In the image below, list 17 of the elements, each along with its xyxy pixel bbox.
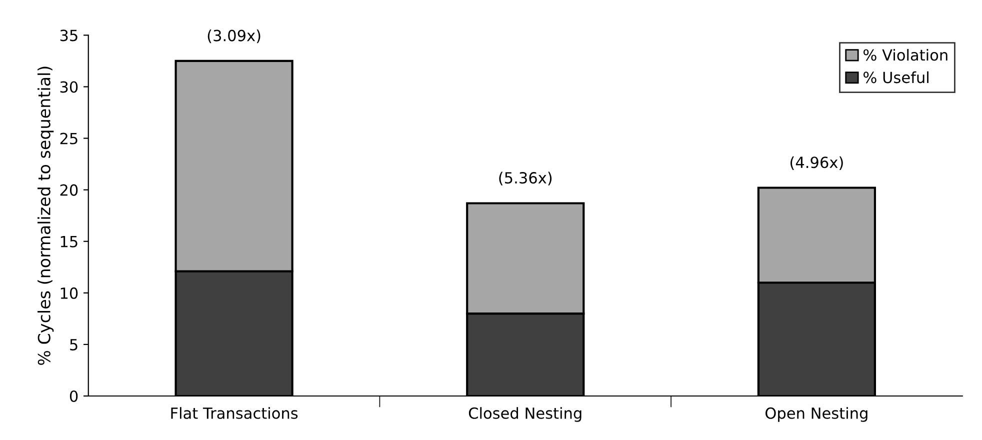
y-tick-label: 25: [60, 132, 78, 144]
x-tick-label: Flat Transactions: [171, 407, 298, 419]
annotation: (4.96x): [790, 156, 843, 170]
y-tick-label: 0: [70, 390, 78, 402]
x-tick-label: Closed Nesting: [468, 407, 582, 422]
y-tick-label: 5: [70, 339, 78, 350]
y-tick-label: 15: [60, 236, 78, 248]
legend-label: % Useful: [864, 71, 928, 84]
annotation: (3.09x): [208, 30, 260, 44]
y-tick-label: 30: [60, 81, 78, 93]
y-tick-label: 35: [60, 30, 78, 42]
y-tick-label: 20: [60, 184, 78, 196]
y-axis-title: % Cycles (normalized to sequential): [38, 66, 54, 365]
legend-label: % Violation: [864, 48, 948, 61]
x-tick-label: Open Nesting: [766, 407, 868, 422]
annotation: (5.36x): [499, 172, 552, 186]
y-tick-label: 10: [60, 287, 78, 299]
